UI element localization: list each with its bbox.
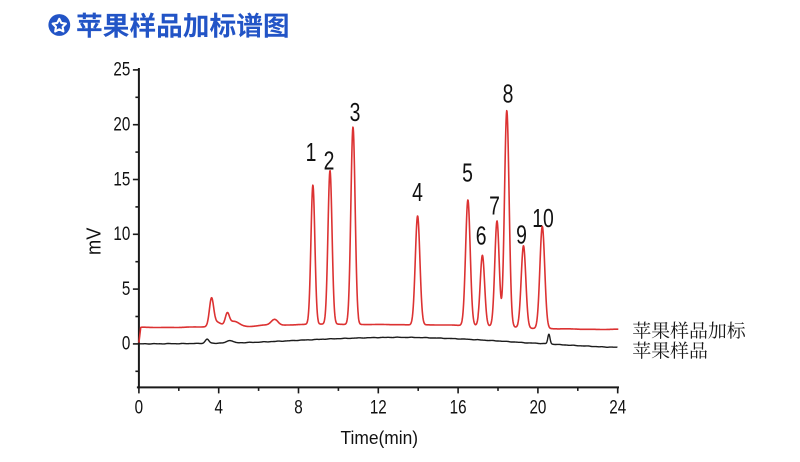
- svg-text:9: 9: [516, 221, 527, 249]
- svg-text:25: 25: [113, 58, 130, 80]
- svg-text:4: 4: [214, 396, 223, 418]
- svg-text:mV: mV: [84, 227, 106, 255]
- svg-text:7: 7: [489, 192, 500, 220]
- svg-text:8: 8: [294, 396, 302, 418]
- svg-text:2: 2: [324, 147, 335, 175]
- svg-text:Time(min): Time(min): [341, 427, 419, 448]
- svg-text:20: 20: [113, 113, 130, 135]
- svg-text:10: 10: [113, 222, 130, 244]
- svg-text:5: 5: [122, 277, 130, 299]
- svg-text:4: 4: [412, 178, 423, 206]
- svg-text:1: 1: [306, 138, 317, 166]
- svg-text:3: 3: [350, 98, 361, 126]
- svg-text:15: 15: [113, 168, 130, 190]
- svg-text:24: 24: [609, 396, 626, 418]
- svg-text:5: 5: [462, 159, 473, 187]
- svg-text:20: 20: [529, 396, 546, 418]
- svg-text:0: 0: [122, 332, 130, 354]
- svg-text:0: 0: [135, 396, 143, 418]
- svg-text:16: 16: [450, 396, 467, 418]
- svg-text:8: 8: [503, 80, 514, 108]
- svg-text:12: 12: [370, 396, 387, 418]
- svg-text:6: 6: [476, 222, 487, 250]
- svg-text:10: 10: [532, 204, 554, 232]
